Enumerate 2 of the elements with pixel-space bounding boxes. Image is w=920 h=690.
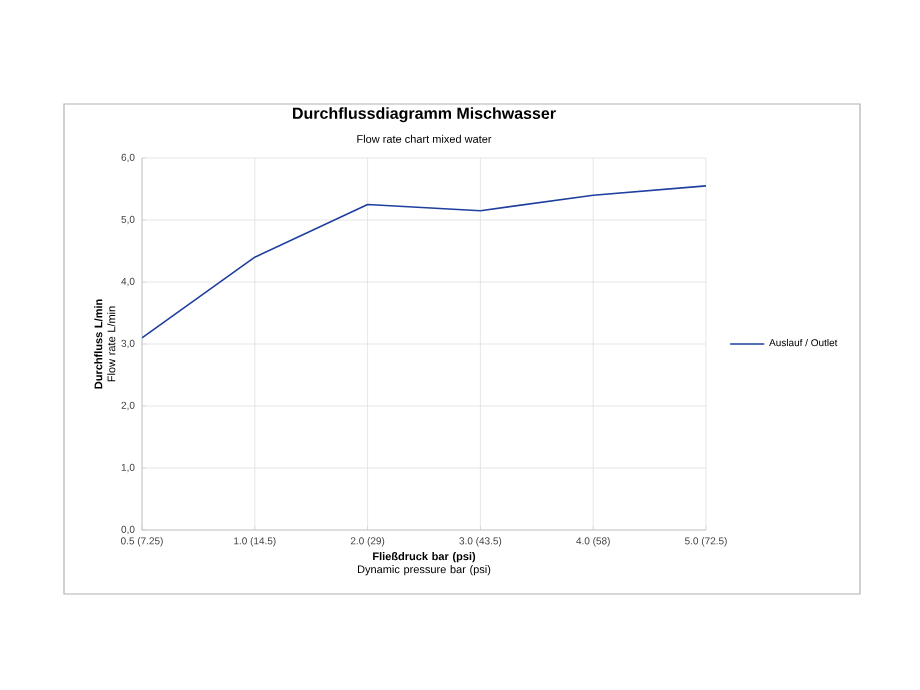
- chart-title: Durchflussdiagramm Mischwasser: [293, 107, 556, 123]
- line-series: [142, 185, 707, 339]
